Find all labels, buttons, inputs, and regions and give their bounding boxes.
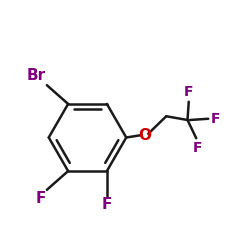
- Text: F: F: [102, 197, 112, 212]
- Text: F: F: [184, 85, 194, 99]
- Text: F: F: [211, 112, 221, 126]
- Text: O: O: [138, 128, 151, 142]
- Text: F: F: [35, 191, 46, 206]
- Text: Br: Br: [26, 68, 46, 83]
- Text: F: F: [193, 141, 202, 155]
